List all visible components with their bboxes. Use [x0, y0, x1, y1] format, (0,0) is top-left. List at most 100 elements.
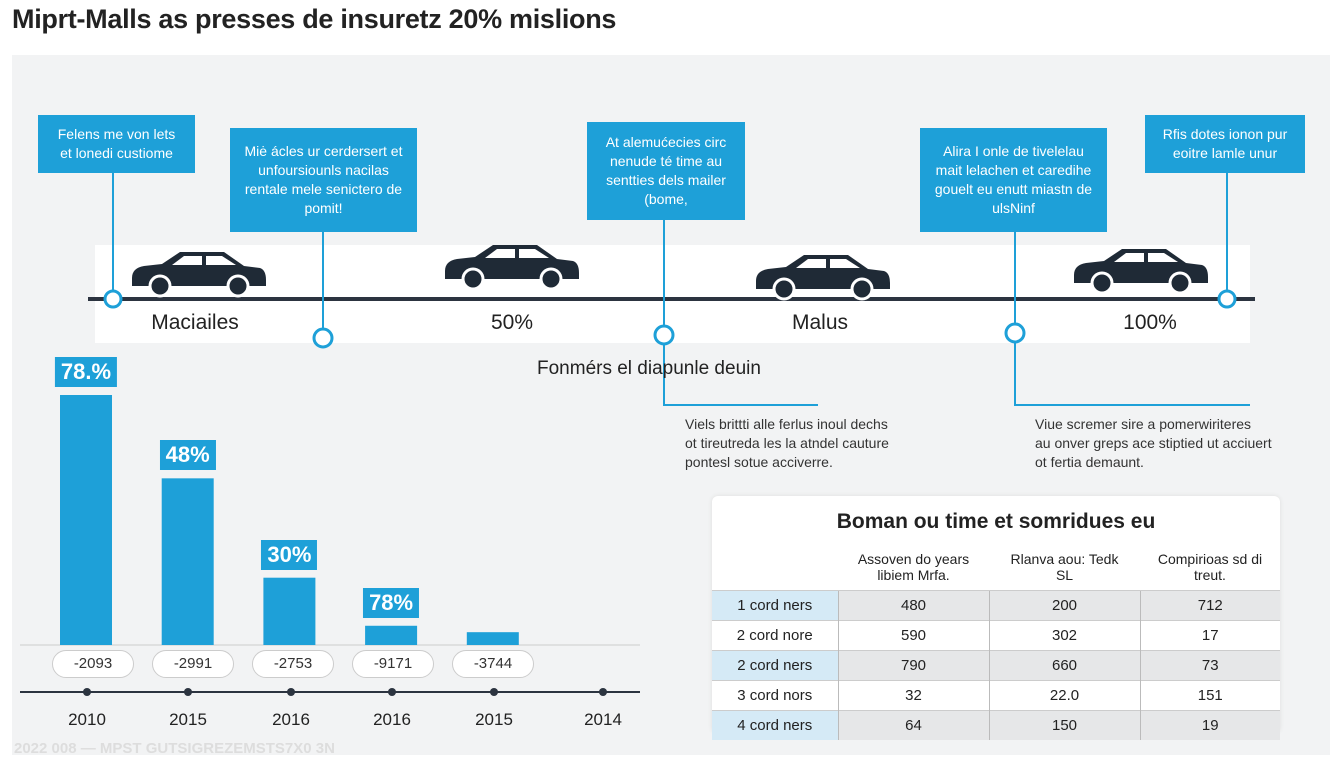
- callout: Alira I onle de tivelelau mait lelachen e…: [920, 128, 1107, 232]
- title: Miprt-Malls as presses de insuretz 20% m…: [12, 4, 617, 34]
- pill: -2093: [52, 650, 134, 678]
- pill: -9171: [352, 650, 434, 678]
- table-cell: 151: [1139, 680, 1280, 711]
- footer: 2022 008 — MPST GUTSIGREZEMSTS7X0 3N: [14, 740, 335, 757]
- table-cell: 590: [837, 620, 989, 651]
- callout-line: ulsNinf: [992, 200, 1035, 216]
- header-line: libiem Mrfa.: [877, 567, 950, 583]
- year-label: 2015: [169, 710, 207, 729]
- connectors: [112, 173, 1250, 406]
- axis-dot: [83, 688, 91, 696]
- table-cell: 22.0: [988, 680, 1140, 711]
- timeline-label: 100%: [1123, 311, 1177, 334]
- note: Viels brittti alle ferlus inoul dechs ot …: [685, 415, 889, 472]
- table-cell: 790: [837, 650, 989, 681]
- callout: Felens me von lets et lonedi custiome: [38, 115, 195, 173]
- bar-tag: 78%: [363, 587, 420, 618]
- markers: [103, 289, 1237, 349]
- callout-line: Miė ácles ur cerdersert et: [244, 143, 403, 159]
- year-label: 2010: [68, 710, 106, 729]
- row-label: 1 cord ners: [712, 590, 838, 621]
- timeline-label: Malus: [791, 311, 849, 334]
- note-line: Viels brittti alle ferlus inoul dechs: [685, 416, 888, 432]
- callout-line: pomit!: [304, 200, 343, 216]
- header-line: Assoven do years: [857, 551, 970, 567]
- year-label: 2014: [584, 710, 622, 729]
- table-row: 2 cord ners 790 660 73: [712, 650, 1280, 681]
- table-cell: 150: [988, 710, 1140, 740]
- timeline-subtitle: Fonmérs el diapunle deuin: [537, 358, 761, 379]
- row-label: 2 cord nore: [712, 620, 838, 651]
- table-cell: 302: [988, 620, 1140, 651]
- table-title: Boman ou time et somridues eu: [836, 510, 1156, 533]
- table: Assoven do years libiem Mrfa. Rlanva aou: …: [712, 544, 1280, 740]
- table-row: 1 cord ners 480 200 712: [712, 590, 1280, 621]
- table-cell: 19: [1139, 710, 1280, 740]
- header-line: Compirioas sd di: [1157, 551, 1263, 567]
- row-label: 2 cord ners: [712, 650, 838, 681]
- table-cell: 64: [837, 710, 989, 740]
- header-line: Rlanva aou: Tedk: [1010, 551, 1119, 567]
- pill: -2753: [252, 650, 334, 678]
- table-cell: 480: [837, 590, 989, 621]
- callout-line: (bome,: [644, 191, 688, 207]
- note-line: ot fertia demaunt.: [1035, 454, 1144, 470]
- year-label: 2016: [373, 710, 411, 729]
- axis-dot: [388, 688, 396, 696]
- year-label: 2016: [272, 710, 310, 729]
- table-cell: 17: [1139, 620, 1280, 651]
- table-card: Boman ou time et somridues eu Assoven do…: [712, 496, 1280, 740]
- bar-tag: 30%: [261, 539, 318, 570]
- callout-line: mait lelachen et caredihe: [935, 162, 1092, 178]
- header-cell: Compirioas sd di treut.: [1140, 544, 1280, 591]
- callout-line: Alira I onle de tivelelau: [943, 143, 1084, 159]
- header-line: treut.: [1194, 567, 1226, 583]
- year-label: 2015: [475, 710, 513, 729]
- table-cell: 73: [1139, 650, 1280, 681]
- pill: -2991: [152, 650, 234, 678]
- bar: [60, 395, 112, 645]
- header-cell: Rlanva aou: Tedk SL: [989, 544, 1140, 591]
- bar: [466, 632, 519, 645]
- table-cell: 32: [837, 680, 989, 711]
- row-label: 3 cord nors: [712, 680, 838, 711]
- note: Viue scremer sire a pomerwiriteres au onv…: [1035, 415, 1272, 472]
- timeline-label: Maciailes: [151, 311, 239, 334]
- callout: At alemućecies circ nenude té time au sent…: [587, 122, 745, 220]
- axis-dot: [287, 688, 295, 696]
- header-row: Assoven do years libiem Mrfa. Rlanva aou: …: [712, 544, 1280, 591]
- note-line: Viue scremer sire a pomerwiriteres: [1035, 416, 1252, 432]
- header-cell: [712, 544, 838, 591]
- bar: [161, 478, 214, 645]
- table-cell: 712: [1139, 590, 1280, 621]
- axis-dot: [599, 688, 607, 696]
- callout-line: Felens me von lets: [57, 126, 176, 142]
- callout: Miė ácles ur cerdersert et unfoursiounls …: [230, 128, 417, 232]
- axis-dot: [184, 688, 192, 696]
- timeline-label: 50%: [490, 311, 534, 334]
- callout-line: rentale mele senictero de: [244, 181, 403, 197]
- bar: [365, 625, 418, 645]
- pill: -3744: [452, 650, 534, 678]
- axis-dot: [490, 688, 498, 696]
- bar: [263, 577, 316, 645]
- callout-line: At alemućecies circ: [605, 134, 727, 150]
- callout-line: gouelt eu enutt miastn de: [934, 181, 1093, 197]
- note-line: au onver greps ace stiptied ut acciuert: [1035, 435, 1272, 451]
- header-cell: Assoven do years libiem Mrfa.: [838, 544, 989, 591]
- table-cell: 200: [988, 590, 1140, 621]
- header-line: SL: [1055, 567, 1074, 583]
- callout-line: Rfis dotes ionon pur: [1162, 126, 1288, 142]
- row-label: 4 cord ners: [712, 710, 838, 740]
- note-line: ot tireutreda les la atndel cauture: [685, 435, 889, 451]
- callout-line: nenude té time au: [609, 153, 723, 169]
- callout-line: sentties dels mailer: [606, 172, 726, 188]
- timeline-band: [95, 245, 1250, 343]
- table-row: 3 cord nors 32 22.0 151: [712, 680, 1280, 711]
- bar-tag: 78.%: [54, 357, 118, 387]
- callout: Rfis dotes ionon pur eoitre lamle unur: [1145, 115, 1305, 173]
- callout-line: unfoursiounls nacilas: [258, 162, 389, 178]
- note-line: pontesl sotue acciverre.: [685, 454, 833, 470]
- bar-tag: 48%: [159, 440, 216, 471]
